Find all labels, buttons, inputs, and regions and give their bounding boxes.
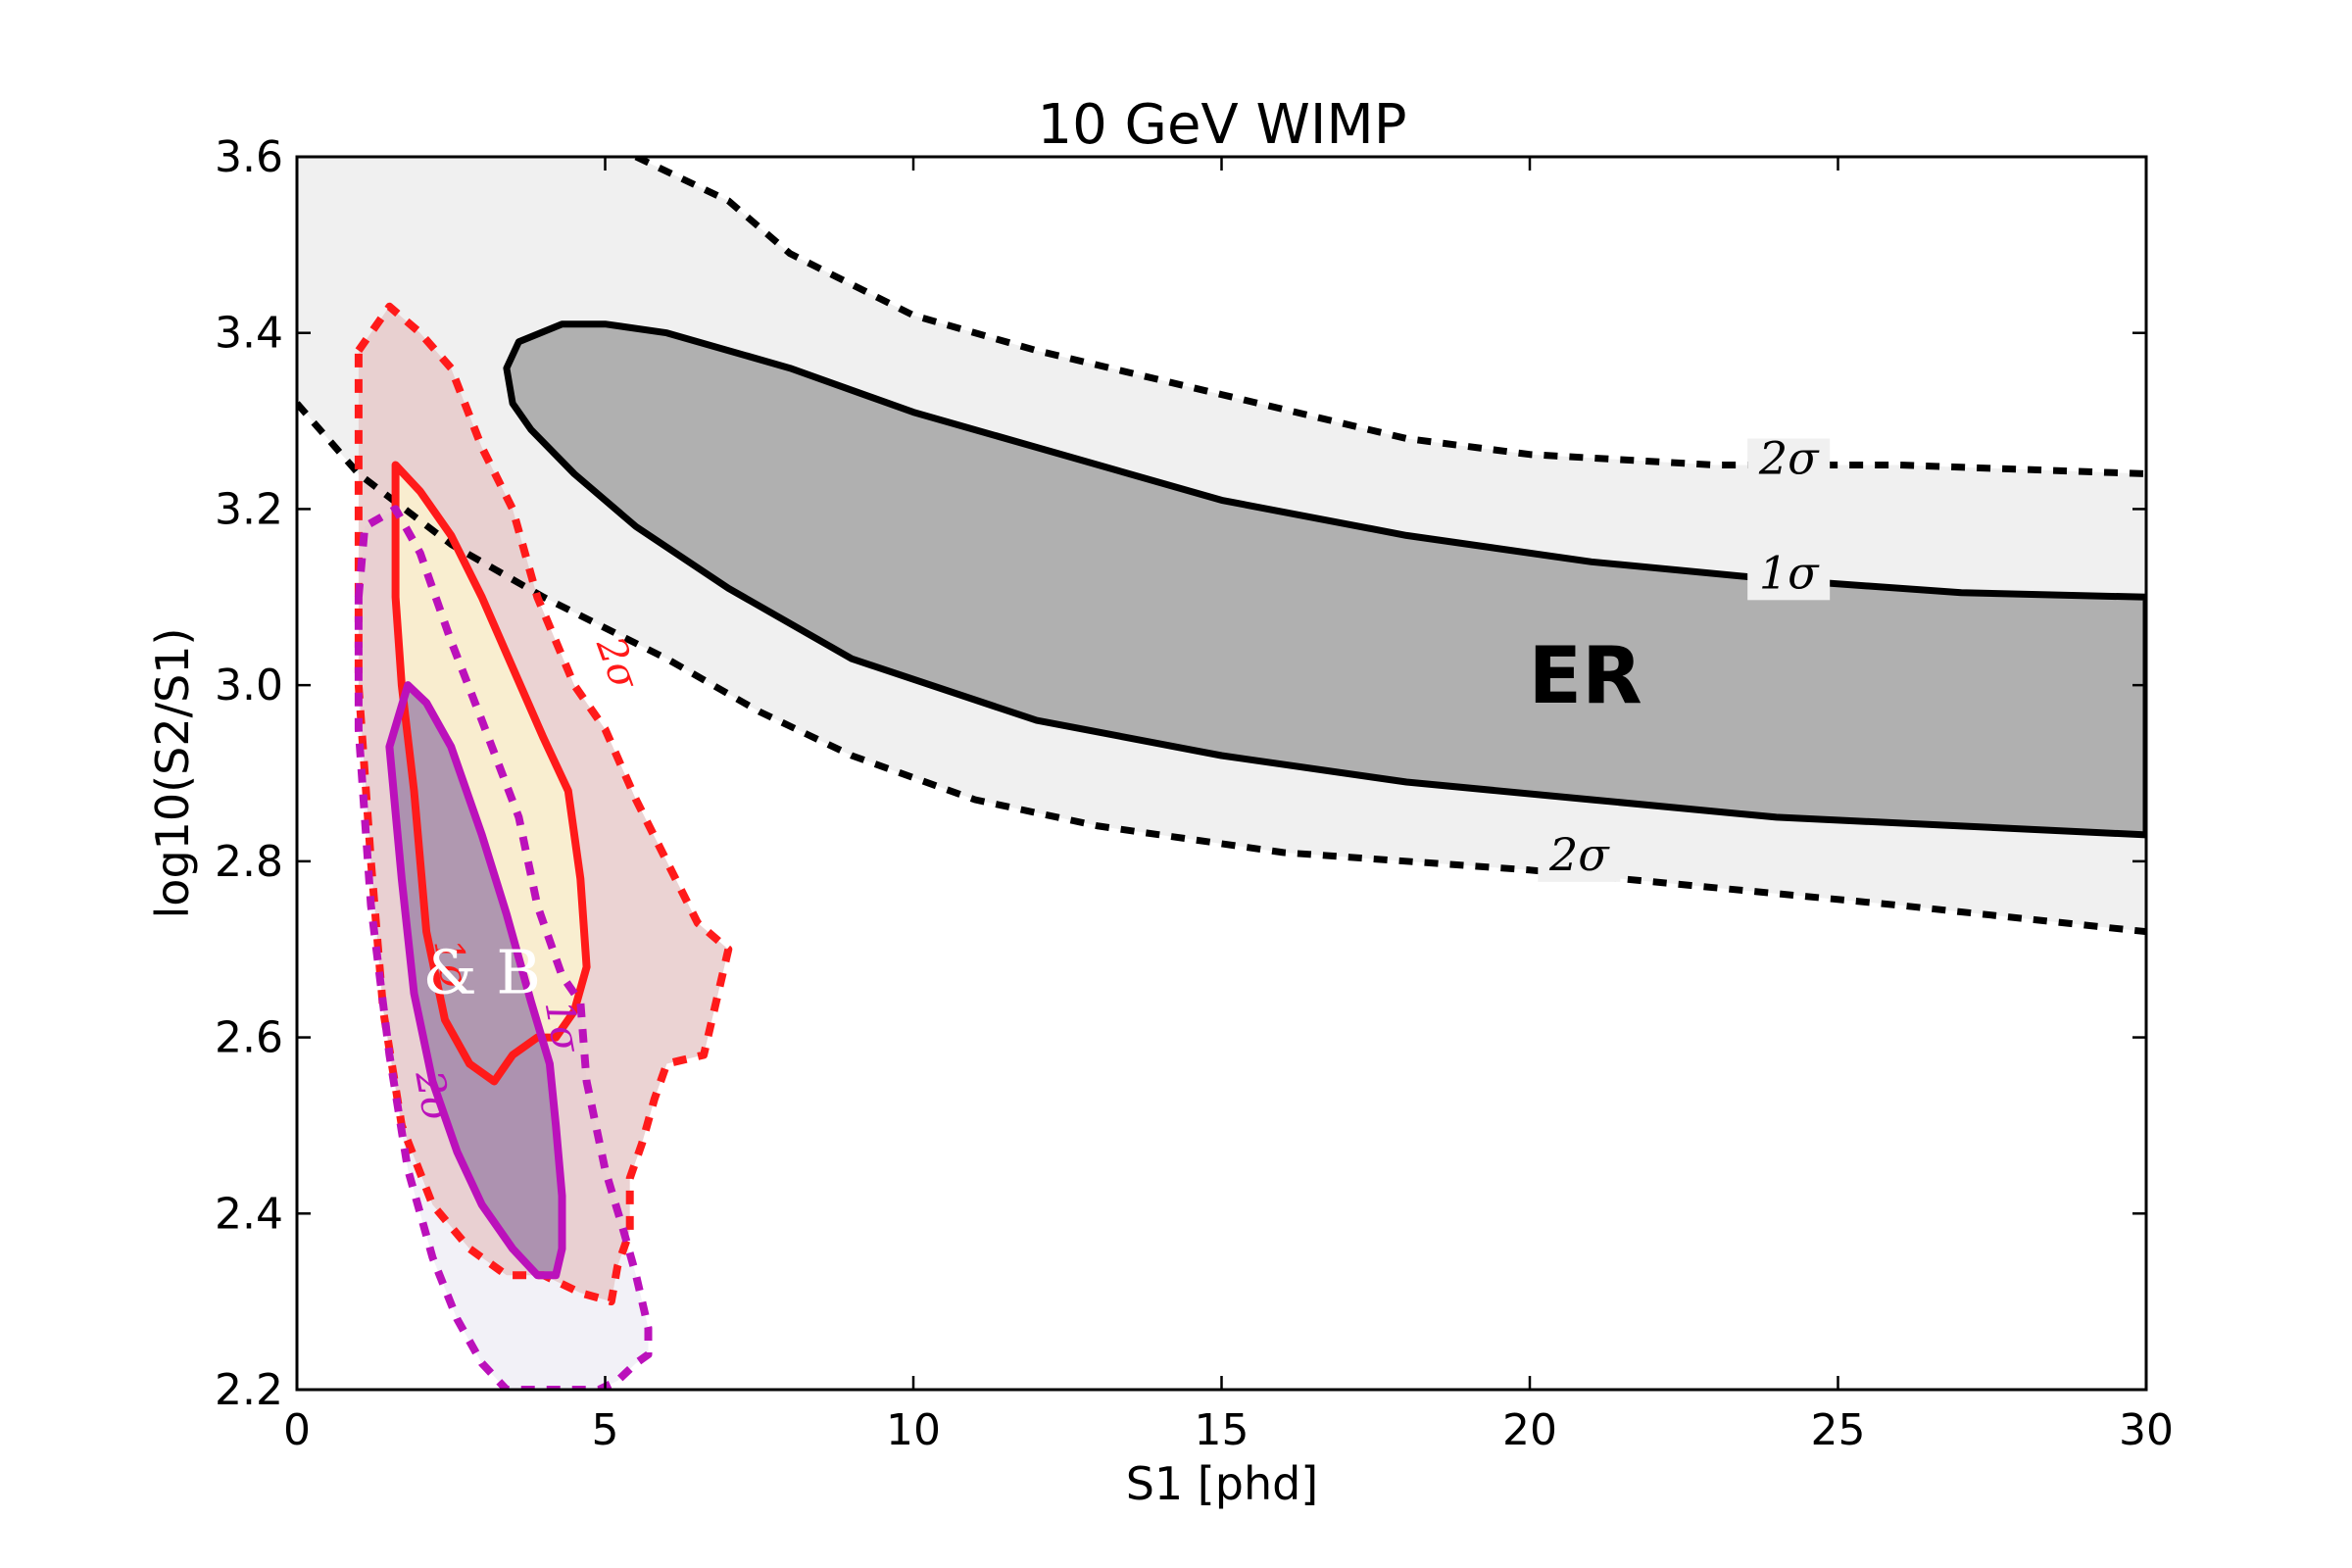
x-axis: 0 5 10 15 20 25 30 — [283, 157, 2174, 1455]
chart-title: 10 GeV WIMP — [1038, 93, 1407, 157]
magenta-2sigma-contour-line — [354, 505, 653, 1390]
x-tick-label: 20 — [1502, 1405, 1557, 1455]
label-knockout — [1747, 438, 1831, 486]
y-tick-label: 3.4 — [215, 309, 283, 359]
contour-label: 2σ — [1758, 431, 1820, 484]
contour-label: 1σ — [535, 997, 589, 1057]
contour-label: 1σ — [1759, 546, 1820, 599]
y-tick-label: 3.2 — [215, 484, 283, 534]
y-tick-label: 3.0 — [215, 661, 283, 710]
er-region-label: ER — [1528, 630, 1642, 721]
x-tick-label: 10 — [886, 1405, 941, 1455]
er-2sigma-lower-contour-line — [297, 401, 2146, 936]
y-tick-label: 2.4 — [215, 1189, 283, 1239]
x-tick-label: 25 — [1811, 1405, 1866, 1455]
contour-fills — [297, 157, 2146, 1390]
contour-label: 1σ — [424, 935, 478, 996]
x-tick-label: 0 — [283, 1405, 311, 1455]
x-tick-label: 15 — [1195, 1405, 1250, 1455]
er-1sigma-contour-line — [503, 320, 2146, 839]
magenta-1sigma-contour-line — [385, 681, 566, 1280]
y-tick-label: 2.8 — [215, 837, 283, 887]
y-tick-label: 3.6 — [215, 132, 283, 182]
contour-label: 2σ — [1548, 828, 1610, 881]
red-2sigma-contour-line — [354, 302, 733, 1306]
x-tick-label: 30 — [2119, 1405, 2174, 1455]
er-1sigma-fill — [506, 323, 2146, 835]
x-tick-label: 5 — [592, 1405, 619, 1455]
label-knockout — [1747, 553, 1831, 601]
y-axis-label: log10(S2/S1) — [146, 628, 199, 919]
overlay-label: & B — [422, 937, 540, 1008]
y-tick-label: 2.2 — [215, 1365, 283, 1415]
y-axis: 2.2 2.4 2.6 2.8 3.0 3.2 3.4 3.6 — [215, 132, 2146, 1415]
y-tick-label: 2.6 — [215, 1013, 283, 1063]
red-1sigma-contour-line — [391, 461, 591, 1086]
contour-label: 2σ — [406, 1066, 460, 1128]
x-axis-label: S1 [phd] — [1126, 1457, 1319, 1510]
magenta-1sigma-fill — [389, 685, 563, 1276]
label-knockout — [1538, 834, 1621, 882]
